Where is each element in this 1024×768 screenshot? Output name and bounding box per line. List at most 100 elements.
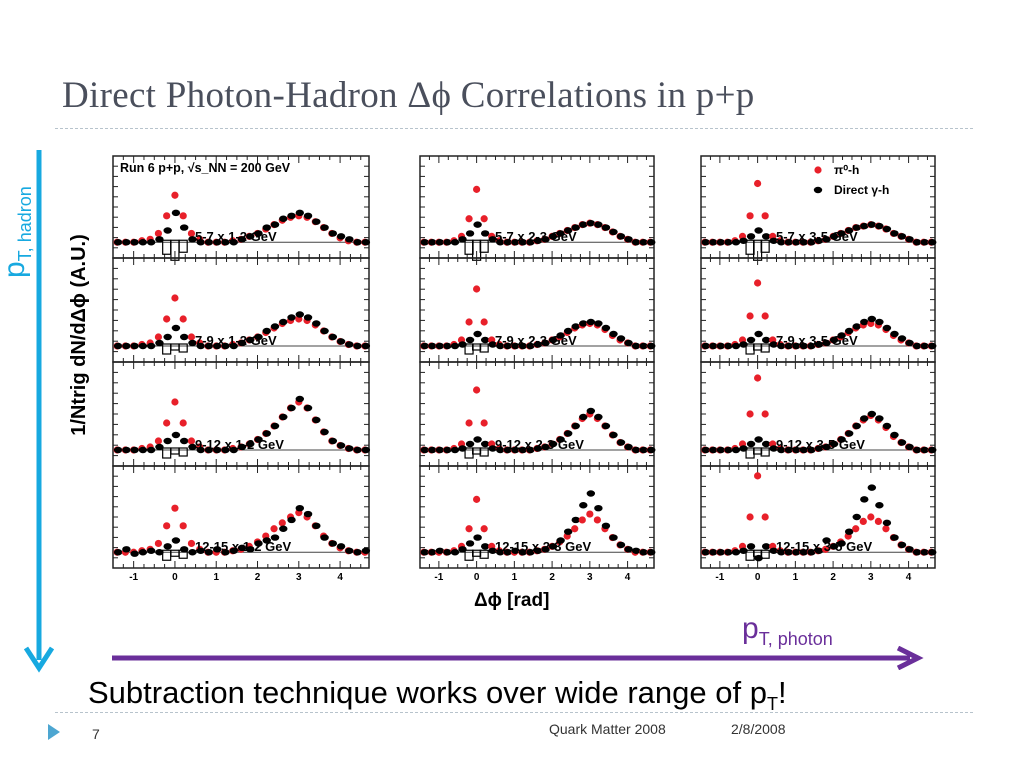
direct-point — [179, 333, 189, 341]
direct-point — [905, 546, 914, 553]
pi0-point — [874, 517, 882, 526]
direct-point — [518, 342, 528, 350]
direct-point — [792, 342, 801, 350]
direct-point — [204, 239, 214, 246]
direct-point — [724, 549, 733, 556]
direct-point — [912, 342, 922, 350]
direct-point — [920, 549, 929, 556]
direct-point — [837, 230, 846, 237]
systematic-box — [472, 447, 482, 455]
direct-point — [420, 239, 429, 246]
footer-triangle-icon — [48, 724, 60, 740]
direct-point — [541, 546, 550, 553]
direct-point — [905, 443, 914, 451]
direct-point — [784, 549, 794, 556]
direct-point — [511, 342, 520, 350]
direct-point — [882, 422, 892, 430]
direct-point — [511, 446, 520, 454]
direct-point — [724, 239, 733, 246]
direct-point — [814, 445, 824, 452]
panel-label: 12-15 x 3-5 GeV — [776, 539, 872, 554]
pi0-point — [821, 545, 830, 553]
pi0-point — [171, 504, 179, 512]
direct-point — [246, 233, 255, 240]
direct-point — [287, 516, 296, 524]
direct-point — [428, 342, 437, 350]
x-tick-label: 2 — [255, 572, 261, 583]
direct-point — [912, 549, 922, 556]
systematic-box — [178, 447, 188, 457]
direct-point — [799, 446, 809, 454]
direct-point — [769, 341, 778, 348]
direct-point — [579, 502, 588, 509]
pi0-point — [571, 525, 579, 533]
panel-label: 9-12 x 2-3 GeV — [495, 437, 584, 452]
x-tick-label: 2 — [830, 572, 836, 583]
direct-point — [807, 342, 816, 350]
direct-point — [769, 445, 778, 452]
pi0-point — [761, 312, 769, 320]
pi0-point — [578, 516, 586, 524]
direct-point — [420, 446, 429, 454]
direct-point — [287, 404, 296, 412]
systematic-box — [170, 343, 180, 351]
direct-point — [533, 237, 543, 244]
direct-point — [784, 446, 794, 454]
systematic-box — [472, 343, 482, 351]
direct-point — [579, 413, 588, 421]
direct-point — [237, 544, 247, 552]
direct-point — [746, 440, 756, 448]
systematic-box — [760, 447, 770, 457]
direct-point — [361, 547, 371, 554]
pi0-point — [593, 516, 601, 524]
direct-point — [563, 227, 573, 234]
direct-point — [345, 547, 354, 554]
direct-point — [594, 504, 603, 512]
direct-point — [361, 446, 371, 454]
direct-point — [287, 314, 296, 321]
direct-point — [624, 443, 633, 451]
systematic-box — [753, 343, 763, 351]
direct-point — [353, 549, 362, 556]
direct-point — [303, 314, 313, 321]
direct-point — [188, 549, 197, 556]
direct-point — [503, 239, 513, 246]
direct-point — [624, 546, 633, 553]
direct-point — [905, 339, 914, 347]
pt-hadron-arrow — [24, 150, 54, 673]
legend-label-pi0: π⁰-h — [834, 163, 859, 177]
pi0-point — [852, 525, 860, 533]
direct-point — [279, 525, 288, 532]
direct-point — [837, 436, 846, 443]
direct-point — [229, 547, 238, 554]
direct-point — [287, 212, 296, 220]
pi0-point — [465, 419, 473, 427]
direct-point — [465, 540, 475, 547]
pi0-point — [465, 318, 473, 326]
direct-point — [709, 239, 718, 246]
direct-point — [295, 504, 305, 512]
direct-point — [328, 333, 338, 341]
direct-point — [518, 239, 528, 246]
direct-point — [731, 342, 741, 350]
direct-point — [458, 236, 467, 243]
direct-point — [213, 342, 222, 350]
direct-point — [480, 440, 490, 448]
direct-point — [526, 239, 535, 246]
pi0-point — [163, 522, 171, 530]
direct-point — [709, 446, 718, 454]
direct-point — [792, 239, 801, 246]
direct-point — [458, 445, 467, 452]
direct-point — [746, 233, 756, 240]
direct-point — [890, 534, 899, 541]
direct-point — [609, 228, 618, 236]
pi0-point — [278, 519, 286, 527]
direct-point — [473, 436, 482, 443]
systematic-box — [479, 239, 489, 253]
direct-point — [761, 233, 771, 240]
pt-photon-arrow — [112, 646, 924, 670]
direct-point — [328, 540, 338, 547]
direct-point — [196, 547, 205, 554]
direct-point — [807, 239, 816, 246]
direct-point — [465, 336, 475, 344]
